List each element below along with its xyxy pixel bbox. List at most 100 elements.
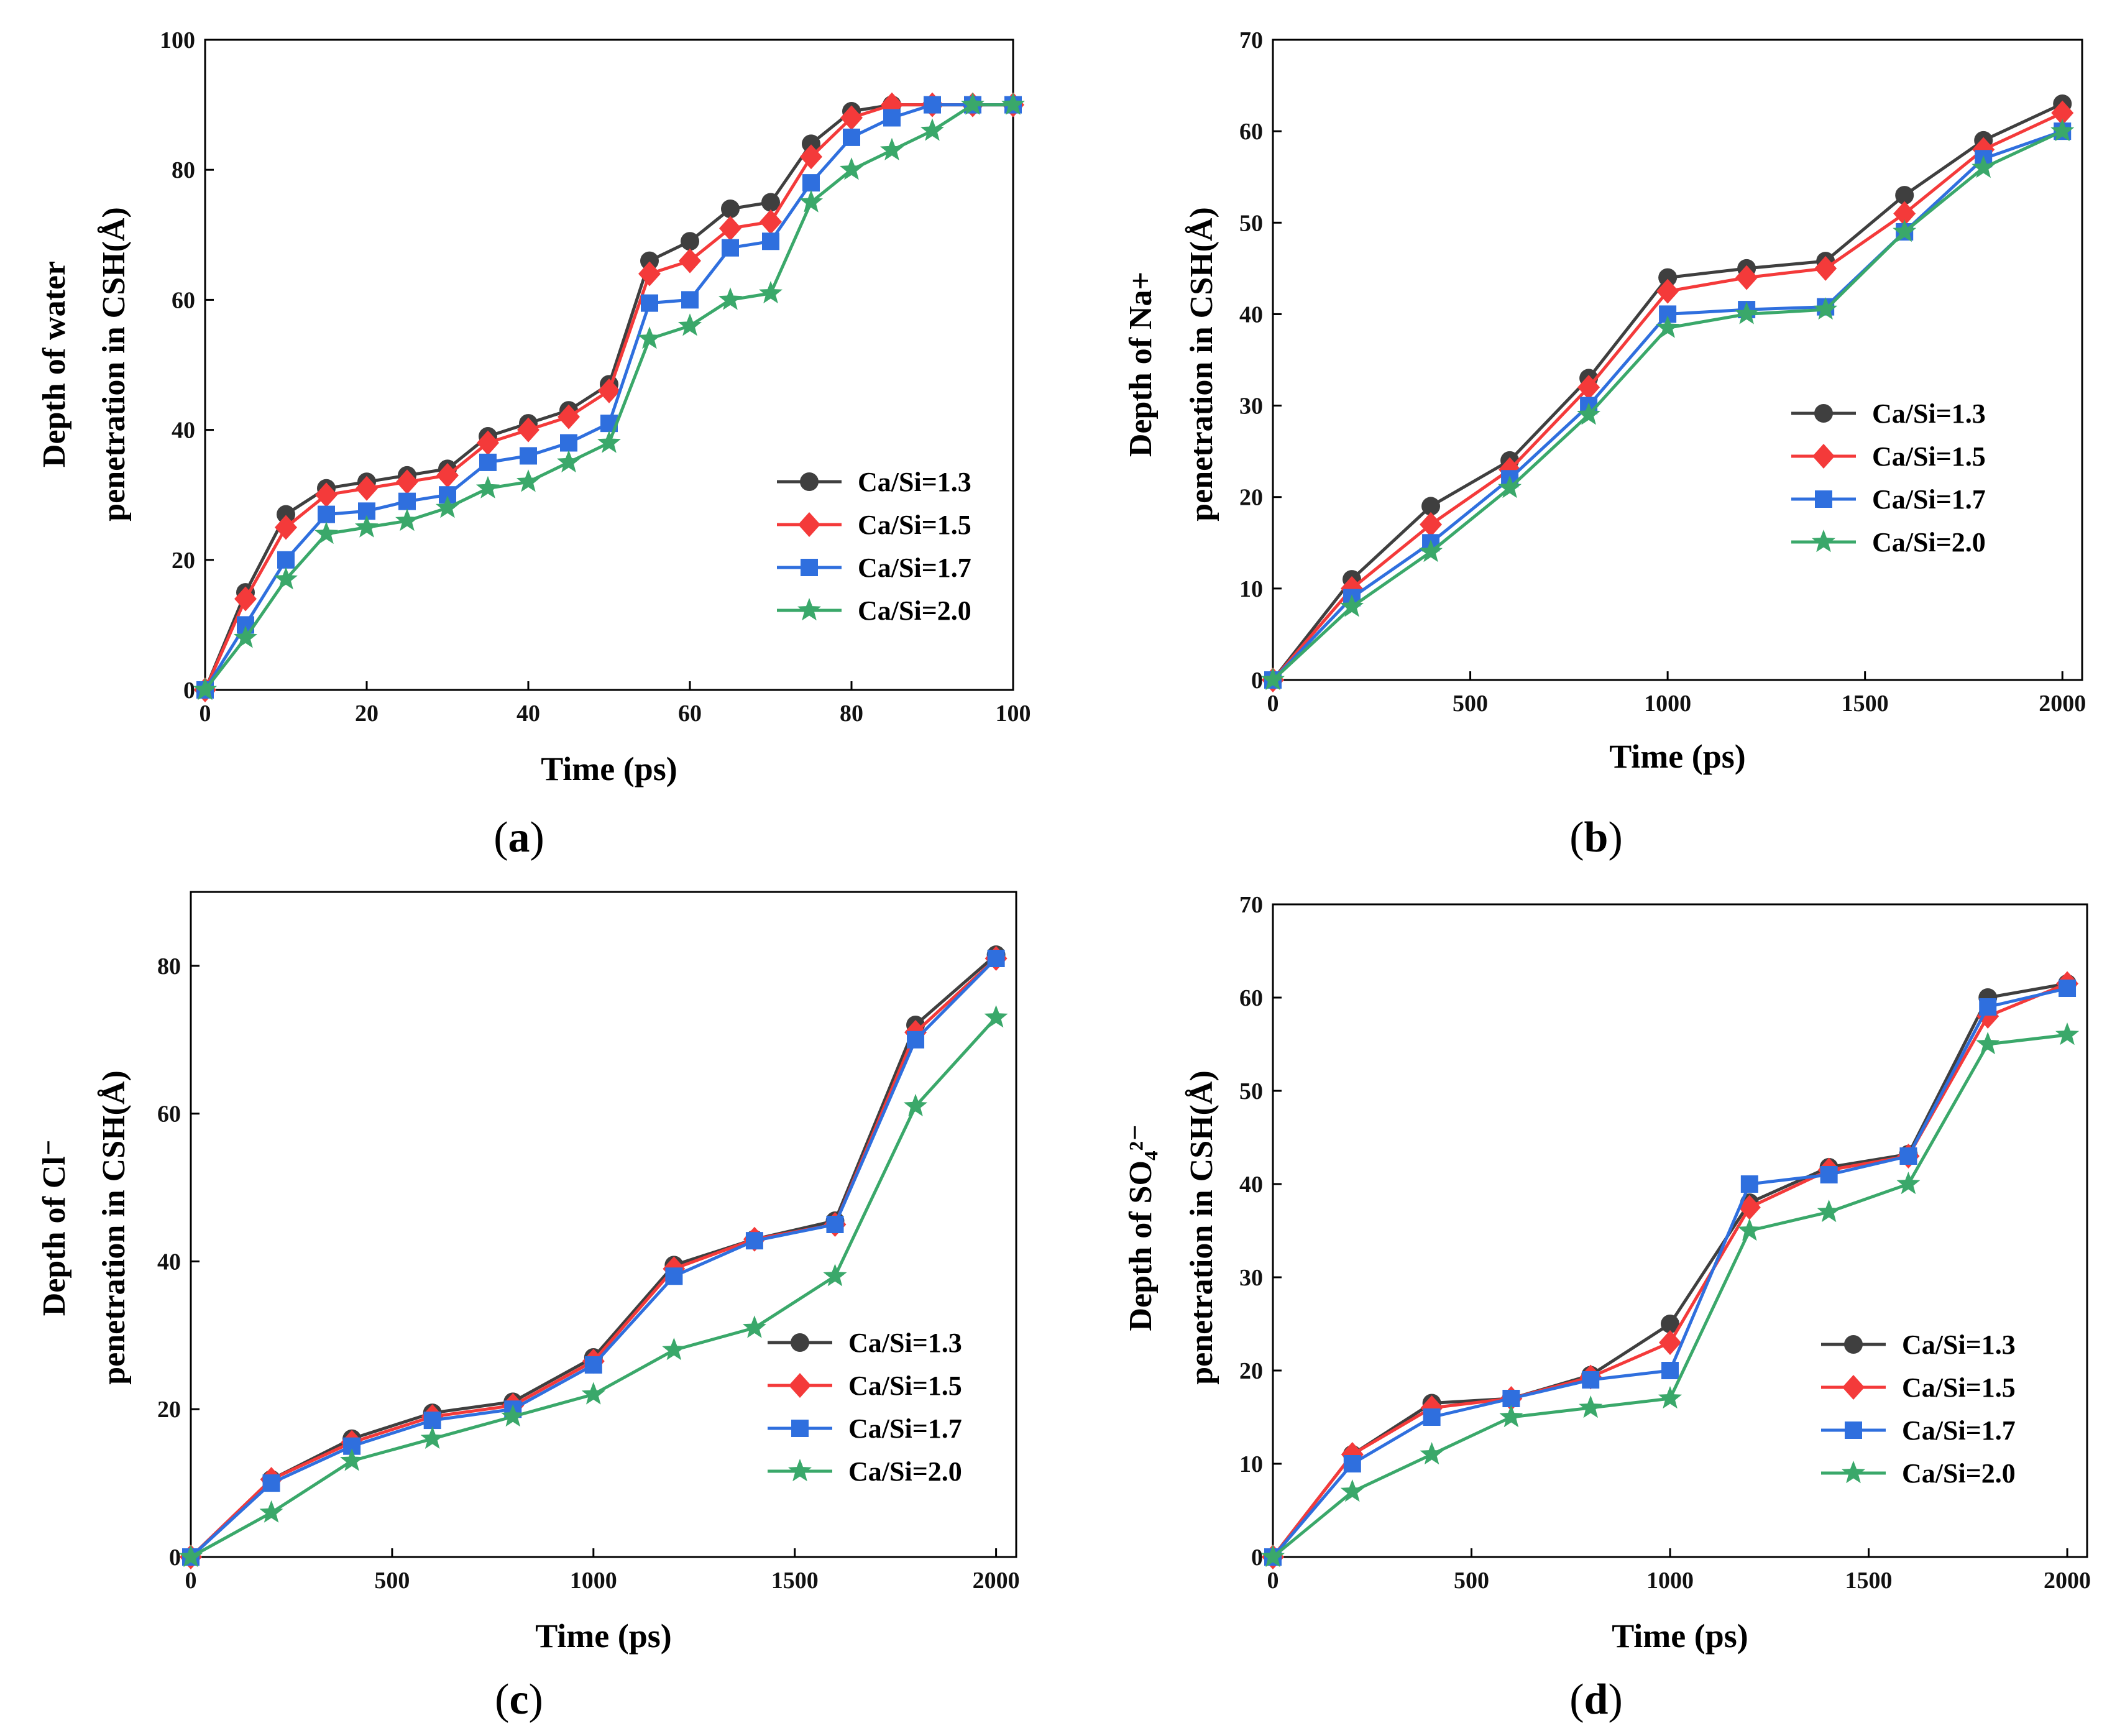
x-tick-label: 500 (1454, 1568, 1489, 1594)
legend-label: Ca/Si=1.5 (1902, 1372, 2016, 1403)
y-tick-label: 20 (1239, 485, 1263, 511)
x-axis-title-d: Time (ps) (1612, 1617, 1748, 1655)
data-point (517, 417, 539, 443)
y-tick-label: 50 (1239, 1078, 1263, 1105)
y-axis-title-line1-a: Depth of water (37, 261, 72, 467)
data-point (1420, 1442, 1444, 1465)
data-point (1817, 1200, 1841, 1223)
legend-marker (789, 1373, 811, 1398)
data-point (436, 462, 459, 488)
legend-marker (1814, 404, 1833, 423)
data-point (721, 199, 740, 218)
data-point (1659, 1330, 1682, 1355)
data-point (420, 1426, 444, 1449)
y-axis-title-line2-b: penetration in CSH(Å) (1184, 207, 1219, 521)
data-point (193, 677, 217, 700)
x-tick-label: 1000 (1646, 1568, 1694, 1594)
data-point (1421, 497, 1441, 516)
data-point (318, 505, 335, 523)
series-line-Ca/Si=1.3 (1272, 102, 2063, 681)
data-point (355, 515, 379, 538)
data-point (843, 128, 860, 146)
data-point (1656, 278, 1679, 304)
legend-label: Ca/Si=1.5 (1872, 441, 1986, 472)
x-tick-label: 500 (1453, 691, 1488, 717)
data-point (395, 508, 419, 531)
data-point (1658, 1386, 1682, 1409)
data-point (1740, 1175, 1758, 1193)
panel-label-b: (b) (1569, 814, 1623, 861)
data-point (581, 1382, 605, 1405)
x-tick-label: 1000 (1644, 691, 1691, 717)
data-point (1814, 255, 1837, 281)
data-point (719, 216, 741, 241)
data-point (179, 1545, 203, 1568)
data-point (2050, 119, 2075, 142)
x-tick-label: 100 (996, 700, 1031, 727)
y-tick-label: 40 (1239, 301, 1263, 328)
legend-label: Ca/Si=1.3 (1902, 1330, 2016, 1360)
data-point (1658, 268, 1678, 287)
y-axis-title-line1-d: Depth of SO₄²⁻ (1123, 1124, 1159, 1331)
plot-area-d (1272, 903, 2088, 1558)
data-point (823, 1264, 847, 1287)
data-point (259, 1500, 283, 1523)
data-point (2055, 1022, 2080, 1045)
plot-area-c (190, 891, 1017, 1558)
data-point (1979, 998, 1997, 1016)
legend-label: Ca/Si=1.5 (858, 510, 971, 540)
legend-marker (797, 598, 821, 621)
x-tick-label: 1500 (771, 1568, 819, 1594)
y-tick-label: 0 (183, 677, 195, 704)
y-tick-label: 40 (157, 1249, 181, 1275)
data-point (2059, 980, 2077, 997)
chart-panel-d: 0 500 1000 1500 2000 0 10 20 30 40 50 60 70 Ca/Si=1.… (1123, 892, 2091, 1724)
data-point (516, 469, 540, 492)
data-point (396, 469, 418, 495)
y-tick-label: 60 (157, 1101, 181, 1127)
y-axis-title-line2-c: penetration in CSH(Å) (96, 1070, 132, 1385)
x-tick-label: 0 (1267, 691, 1279, 717)
data-point (1498, 475, 1522, 498)
data-point (681, 232, 699, 251)
legend-marker (1844, 1335, 1863, 1354)
data-point (1577, 375, 1600, 400)
legend-marker (1812, 530, 1835, 553)
x-tick-label: 1500 (1845, 1568, 1893, 1594)
x-tick-label: 1500 (1842, 691, 1889, 717)
data-point (760, 209, 782, 234)
legend-label: Ca/Si=1.7 (1872, 484, 1986, 515)
data-point (1577, 402, 1601, 425)
legend-marker (791, 1333, 809, 1352)
panel-label-a: (a) (493, 814, 544, 861)
y-tick-label: 70 (1239, 27, 1263, 53)
data-point (961, 92, 985, 115)
y-tick-label: 80 (157, 953, 181, 980)
data-point (640, 251, 659, 270)
x-axis-title-a: Time (ps) (541, 750, 677, 788)
legend-marker (1815, 490, 1832, 508)
data-point (476, 475, 500, 498)
data-point (1896, 1172, 1921, 1195)
data-point (802, 174, 820, 192)
y-axis-title-line2-d: penetration in CSH(Å) (1184, 1070, 1219, 1385)
legend-label: Ca/Si=2.0 (1872, 527, 1986, 558)
legend-marker (800, 472, 819, 491)
data-point (277, 505, 295, 524)
y-tick-label: 20 (1239, 1358, 1263, 1384)
legend-label: Ca/Si=2.0 (858, 595, 971, 626)
data-point (1893, 219, 1917, 242)
data-point (274, 567, 298, 590)
legend-label: Ca/Si=2.0 (1902, 1458, 2016, 1489)
data-point (880, 137, 904, 160)
y-tick-label: 100 (160, 27, 195, 53)
data-point (1972, 155, 1996, 178)
data-point (436, 495, 459, 518)
data-point (641, 294, 658, 312)
data-point (1423, 1408, 1441, 1426)
y-axis-title-line1-c: Depth of Cl⁻ (37, 1139, 72, 1316)
data-point (662, 1338, 686, 1361)
data-point (904, 1093, 928, 1116)
data-point (275, 515, 297, 540)
